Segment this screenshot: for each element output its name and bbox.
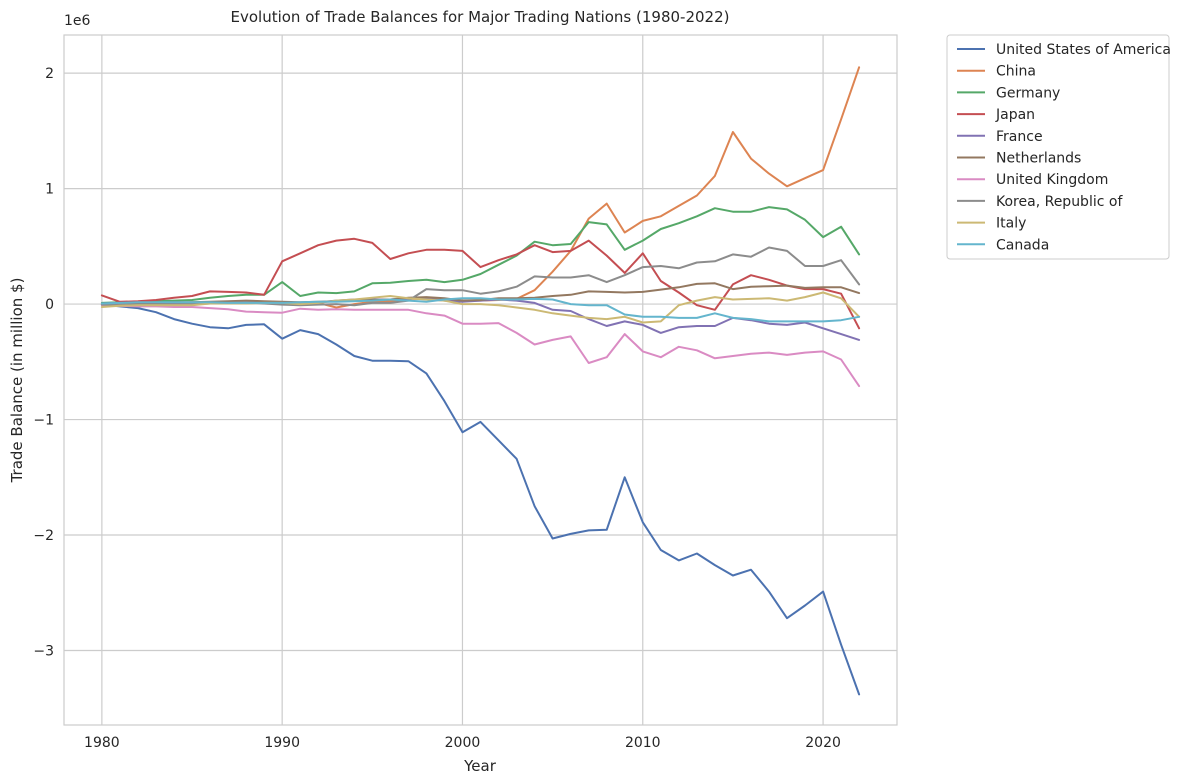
y-tick-label-5: 2 xyxy=(45,66,54,82)
series-line-6 xyxy=(100,304,861,388)
x-tick-label-2000: 2000 xyxy=(445,735,481,751)
series-line-9 xyxy=(100,297,861,323)
plot-area xyxy=(64,35,897,725)
y-tick-label-0: −3 xyxy=(33,644,54,660)
series-line-5 xyxy=(100,282,861,306)
x-tick-label-2010: 2010 xyxy=(625,735,661,751)
series-line-3 xyxy=(100,237,861,330)
legend-items: United States of America China Germany Japa… xyxy=(957,42,1171,253)
x-tick-labels: 1980 1990 2000 2010 2020 xyxy=(84,735,841,751)
legend-label-1: China xyxy=(996,64,1036,80)
x-tick-label-1990: 1990 xyxy=(264,735,300,751)
x-axis-label: Year xyxy=(463,757,497,775)
legend-label-7: Korea, Republic of xyxy=(996,194,1123,210)
series-line-2 xyxy=(100,206,861,304)
legend-label-0: United States of America xyxy=(996,42,1171,58)
plot-frame xyxy=(63,34,898,726)
series-lines xyxy=(100,66,861,696)
x-tick-label-1980: 1980 xyxy=(84,735,120,751)
legend-label-3: Japan xyxy=(995,107,1035,123)
chart-title: Evolution of Trade Balances for Major Tr… xyxy=(231,8,730,26)
legend-label-9: Canada xyxy=(996,237,1049,253)
y-tick-labels: −3 −2 −1 0 1 2 xyxy=(33,66,54,659)
y-tick-label-4: 1 xyxy=(45,182,54,198)
x-tick-label-2020: 2020 xyxy=(805,735,841,751)
legend-box xyxy=(946,34,1170,260)
legend: United States of America China Germany Japa… xyxy=(946,34,1171,260)
legend-label-8: Italy xyxy=(996,216,1026,232)
y-tick-label-2: −1 xyxy=(33,413,54,429)
series-line-0 xyxy=(100,303,861,696)
y-tick-label-3: 0 xyxy=(45,297,54,313)
y-tick-label-1: −2 xyxy=(33,528,54,544)
legend-label-6: United Kingdom xyxy=(996,172,1108,188)
legend-label-4: France xyxy=(996,129,1043,145)
y-offset-label: 1e6 xyxy=(64,13,91,29)
legend-label-2: Germany xyxy=(996,85,1060,101)
legend-label-5: Netherlands xyxy=(996,151,1081,167)
y-axis-label: Trade Balance (in million $) xyxy=(8,278,26,484)
